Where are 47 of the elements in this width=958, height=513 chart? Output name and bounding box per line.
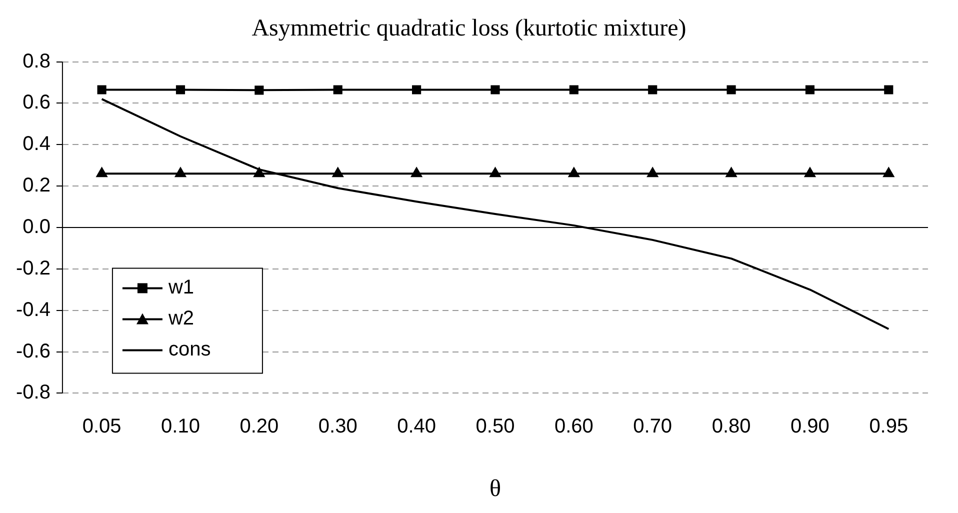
point [884, 85, 894, 94]
legend-label: cons [168, 338, 211, 361]
x-tick-label: 0.20 [240, 416, 279, 438]
point [411, 168, 422, 178]
y-tick-label: 0.0 [22, 216, 50, 238]
point [175, 168, 186, 178]
y-tick-label: 0.2 [22, 174, 50, 197]
point [805, 85, 815, 94]
point [490, 168, 501, 178]
y-tick-label: -0.6 [16, 340, 50, 362]
y-tick-label: 0.6 [22, 92, 50, 114]
point [412, 85, 422, 94]
x-tick-label: 0.70 [633, 416, 672, 438]
x-tick-label: 0.40 [397, 416, 436, 438]
point [726, 168, 737, 178]
y-tick-label: -0.4 [16, 298, 50, 321]
point [569, 85, 578, 94]
x-tick-label: 0.50 [476, 416, 515, 438]
y-tick-label: 0.8 [22, 50, 50, 72]
point [176, 85, 186, 94]
x-axis-title: θ [489, 476, 501, 502]
point [96, 168, 108, 178]
x-tick-label: 0.05 [82, 416, 122, 438]
point [726, 85, 736, 94]
point [97, 85, 106, 94]
point [648, 85, 658, 94]
x-tick-label: 0.95 [869, 416, 908, 438]
point [490, 85, 500, 94]
point [333, 85, 342, 94]
point [332, 168, 344, 178]
x-tick-label: 0.10 [161, 416, 200, 438]
x-tick-label: 0.80 [712, 416, 751, 438]
y-tick-label: -0.2 [16, 257, 50, 280]
chart-title: Asymmetric quadratic loss (kurtotic mixture) [252, 16, 686, 42]
point [254, 168, 265, 178]
point [804, 168, 816, 178]
point [254, 86, 264, 95]
point [568, 168, 580, 178]
y-tick-label: 0.4 [22, 133, 50, 156]
x-tick-label: 0.60 [554, 416, 594, 438]
legend-label: w1 [167, 276, 194, 299]
x-tick-label: 0.90 [790, 416, 830, 438]
point [883, 168, 894, 178]
x-tick-label: 0.30 [318, 416, 358, 438]
y-tick-label: -0.8 [16, 382, 50, 404]
point [647, 168, 658, 178]
legend-label: w2 [167, 308, 194, 330]
